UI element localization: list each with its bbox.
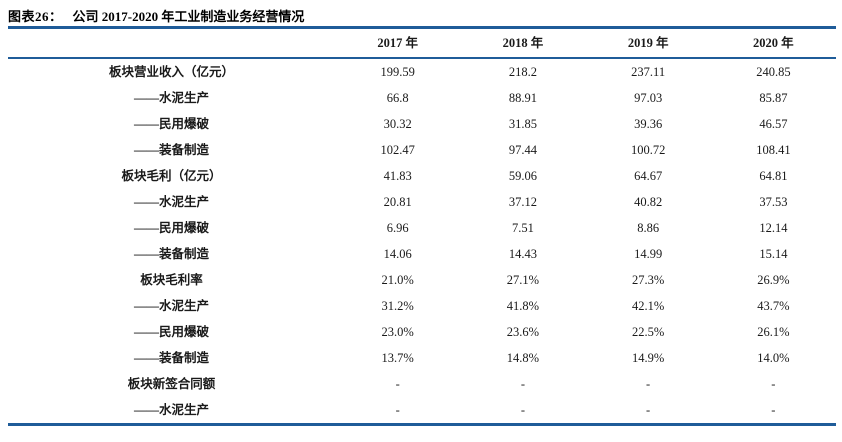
- row-label: ——水泥生产: [134, 195, 210, 209]
- cell-value: 15.14: [759, 247, 788, 261]
- cell-value: 31.2%: [381, 299, 414, 313]
- cell-value: 88.91: [508, 91, 537, 105]
- table-row: 板块新签合同额 - - - -: [8, 371, 836, 397]
- table-row: ——水泥生产 20.81 37.12 40.82 37.53: [8, 189, 836, 215]
- cell-value: 40.82: [634, 195, 663, 209]
- cell-value: 46.57: [759, 117, 788, 131]
- cell-value: 218.2: [508, 65, 537, 79]
- cell-value: 64.67: [634, 169, 663, 183]
- table-row: 板块营业收入（亿元） 199.59 218.2 237.11 240.85: [8, 58, 836, 85]
- row-label: ——装备制造: [134, 351, 210, 365]
- row-label: ——民用爆破: [134, 221, 210, 235]
- cell-value: 26.9%: [757, 273, 790, 287]
- cell-value: 14.43: [508, 247, 537, 261]
- cell-value: 6.96: [386, 221, 409, 235]
- table-row: ——水泥生产 31.2% 41.8% 42.1% 43.7%: [8, 293, 836, 319]
- cell-value: 31.85: [508, 117, 537, 131]
- figure-caption: 公司 2017-2020 年工业制造业务经营情况: [72, 8, 305, 24]
- cell-value: 23.6%: [506, 325, 540, 339]
- cell-value: -: [771, 377, 776, 391]
- row-label: 板块毛利率: [140, 273, 203, 287]
- table-row: ——装备制造 14.06 14.43 14.99 15.14: [8, 241, 836, 267]
- row-label: ——装备制造: [134, 247, 210, 261]
- cell-value: 100.72: [630, 143, 666, 157]
- cell-value: 30.32: [383, 117, 412, 131]
- cell-value: -: [646, 377, 651, 391]
- data-table: 2017 年 2018 年 2019 年 2020 年 板块营业收入（亿元） 19…: [8, 26, 836, 426]
- table-row: ——民用爆破 23.0% 23.6% 22.5% 26.1%: [8, 319, 836, 345]
- table-row: ——民用爆破 30.32 31.85 39.36 46.57: [8, 111, 836, 137]
- cell-value: 42.1%: [631, 299, 665, 313]
- cell-value: 41.8%: [506, 299, 540, 313]
- table-row: ——水泥生产 - - - -: [8, 397, 836, 425]
- table-row: ——民用爆破 6.96 7.51 8.86 12.14: [8, 215, 836, 241]
- header-year-2019: 2019 年: [627, 36, 669, 50]
- cell-value: -: [771, 403, 776, 417]
- cell-value: 85.87: [759, 91, 788, 105]
- table-row: 板块毛利率 21.0% 27.1% 27.3% 26.9%: [8, 267, 836, 293]
- table-body: 板块营业收入（亿元） 199.59 218.2 237.11 240.85 ——水泥生产 6…: [8, 58, 836, 425]
- cell-value: 27.3%: [631, 273, 665, 287]
- cell-value: 37.12: [508, 195, 537, 209]
- cell-value: 37.53: [759, 195, 788, 209]
- row-label: 板块毛利（亿元）: [121, 169, 222, 183]
- cell-value: 12.14: [759, 221, 788, 235]
- cell-value: 199.59: [380, 65, 415, 79]
- cell-value: 39.36: [634, 117, 663, 131]
- cell-value: 64.81: [759, 169, 788, 183]
- row-label: ——民用爆破: [134, 325, 210, 339]
- cell-value: 97.03: [634, 91, 663, 105]
- row-label: 板块营业收入（亿元）: [109, 65, 235, 79]
- cell-value: 22.5%: [631, 325, 665, 339]
- cell-value: 43.7%: [757, 299, 790, 313]
- cell-value: 8.86: [637, 221, 660, 235]
- cell-value: 102.47: [380, 143, 415, 157]
- cell-value: 14.9%: [631, 351, 665, 365]
- header-row: 2017 年 2018 年 2019 年 2020 年: [8, 28, 836, 59]
- cell-value: 14.0%: [757, 351, 790, 365]
- cell-value: 97.44: [508, 143, 537, 157]
- cell-value: 14.06: [383, 247, 412, 261]
- header-year-2018: 2018 年: [502, 36, 544, 50]
- figure-label: 图表26：: [8, 8, 63, 24]
- cell-value: -: [395, 403, 400, 417]
- row-label: ——水泥生产: [134, 403, 210, 417]
- cell-value: 20.81: [383, 195, 412, 209]
- cell-value: 14.99: [634, 247, 663, 261]
- cell-value: 108.41: [756, 143, 791, 157]
- cell-value: 21.0%: [381, 273, 414, 287]
- row-label: 板块新签合同额: [127, 377, 216, 391]
- row-label: ——水泥生产: [134, 91, 210, 105]
- row-label: ——民用爆破: [134, 117, 210, 131]
- cell-value: 240.85: [756, 65, 791, 79]
- figure-title: 图表26： 公司 2017-2020 年工业制造业务经营情况: [8, 4, 836, 26]
- table-row: ——水泥生产 66.8 88.91 97.03 85.87: [8, 85, 836, 111]
- cell-value: 237.11: [631, 65, 666, 79]
- cell-value: 26.1%: [757, 325, 790, 339]
- row-label: ——水泥生产: [134, 299, 210, 313]
- header-year-2017: 2017 年: [377, 36, 418, 50]
- header-empty-cell: [8, 28, 335, 59]
- report-figure: 图表26： 公司 2017-2020 年工业制造业务经营情况 2017 年 20…: [8, 4, 836, 426]
- cell-value: 14.8%: [506, 351, 540, 365]
- table-row: ——装备制造 13.7% 14.8% 14.9% 14.0%: [8, 345, 836, 371]
- cell-value: 7.51: [511, 221, 534, 235]
- table-row: 板块毛利（亿元） 41.83 59.06 64.67 64.81: [8, 163, 836, 189]
- cell-value: -: [520, 377, 525, 391]
- header-year-2020: 2020 年: [753, 36, 794, 50]
- cell-value: 59.06: [508, 169, 537, 183]
- cell-value: 13.7%: [381, 351, 414, 365]
- cell-value: -: [646, 403, 651, 417]
- row-label: ——装备制造: [134, 143, 210, 157]
- cell-value: 23.0%: [381, 325, 414, 339]
- cell-value: -: [395, 377, 400, 391]
- cell-value: 41.83: [383, 169, 412, 183]
- cell-value: 27.1%: [506, 273, 540, 287]
- cell-value: -: [520, 403, 525, 417]
- cell-value: 66.8: [386, 91, 409, 105]
- table-row: ——装备制造 102.47 97.44 100.72 108.41: [8, 137, 836, 163]
